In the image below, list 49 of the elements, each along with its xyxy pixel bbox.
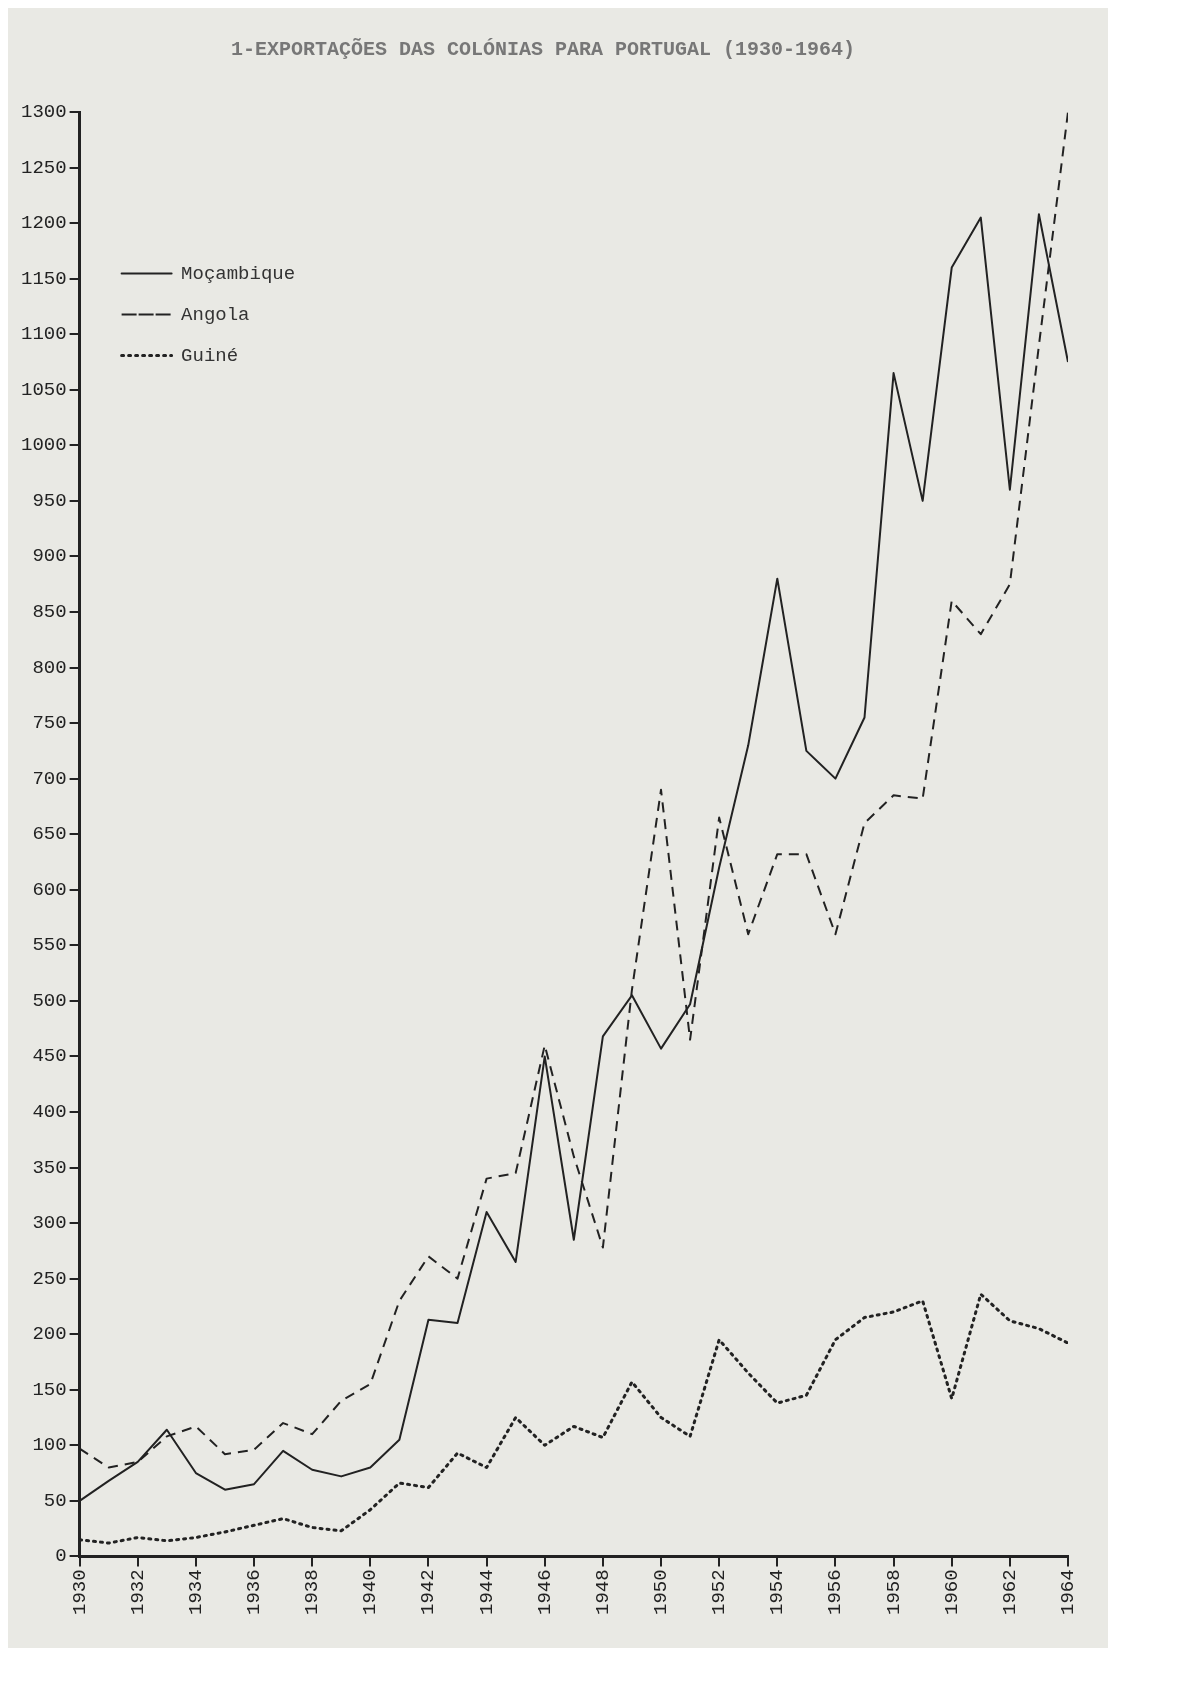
y-tick-label: 650 [32,823,67,846]
y-tick-label: 1250 [21,156,67,179]
x-tick-label: 1954 [766,1569,789,1615]
y-tick-label: 350 [32,1156,67,1179]
x-tick-label: 1950 [650,1569,673,1615]
y-tick-label: 0 [55,1545,67,1568]
y-tick-label: 1000 [21,434,67,457]
x-tick-label: 1930 [68,1569,91,1615]
x-tick-label: 1956 [824,1569,847,1615]
legend-label: Moçambique [181,262,296,285]
chart-title: 1-EXPORTAÇÕES DAS COLÓNIAS PARA PORTUGAL (1930-1964) [230,38,856,62]
y-tick-label: 1050 [21,378,67,401]
x-tick-label: 1960 [940,1569,963,1615]
x-tick-label: 1964 [1057,1569,1080,1615]
y-tick-label: 950 [32,489,67,512]
y-tick-label: 550 [32,934,67,957]
legend-label: Angola [181,303,250,326]
y-tick-label: 900 [32,545,67,568]
x-tick-label: 1948 [591,1569,614,1615]
y-tick-label: 300 [32,1212,67,1235]
x-tick-label: 1958 [882,1569,905,1615]
y-tick-label: 850 [32,601,67,624]
y-tick-label: 200 [32,1323,67,1346]
x-tick-label: 1936 [243,1569,266,1615]
x-tick-label: 1944 [475,1569,498,1615]
x-tick-label: 1952 [708,1569,731,1615]
x-tick-label: 1946 [533,1569,556,1615]
y-tick-label: 50 [43,1489,67,1512]
x-tick-label: 1938 [301,1569,324,1615]
y-tick-label: 500 [32,989,67,1012]
y-tick-label: 1100 [21,323,67,346]
y-tick-label: 250 [32,1267,67,1290]
y-tick-label: 750 [32,712,67,735]
y-tick-label: 600 [32,878,67,901]
x-tick-label: 1934 [184,1569,207,1615]
x-tick-label: 1940 [359,1569,382,1615]
y-tick-label: 1200 [21,212,67,235]
x-tick-label: 1942 [417,1569,440,1615]
legend-label: Guiné [181,344,239,367]
y-tick-label: 450 [32,1045,67,1068]
y-tick-label: 1300 [21,101,67,124]
y-tick-label: 700 [32,767,67,790]
y-tick-label: 800 [32,656,67,679]
y-tick-label: 1150 [21,267,67,290]
x-tick-label: 1932 [126,1569,149,1615]
y-tick-label: 150 [32,1378,67,1401]
y-tick-label: 100 [32,1434,67,1457]
y-tick-label: 400 [32,1101,67,1123]
x-tick-label: 1962 [998,1569,1021,1615]
